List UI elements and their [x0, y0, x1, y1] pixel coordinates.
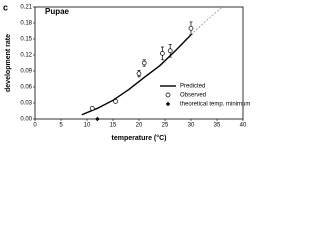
predicted-line [81, 34, 192, 116]
x-tick-label: 10 [84, 123, 91, 129]
y-tick-label: 0.15 [20, 37, 32, 43]
y-tick-label: 0.12 [20, 53, 32, 59]
x-tick-label: 40 [240, 123, 247, 129]
legend-swatch [165, 92, 171, 98]
minimum-point [95, 116, 100, 122]
x-tick-label: 30 [188, 123, 195, 129]
observed-point [188, 25, 194, 31]
legend-label: theoretical temp. minimum [180, 102, 250, 108]
legend-label: Predicted [180, 84, 205, 90]
x-tick-label: 15 [110, 123, 117, 129]
x-tick-label: 25 [162, 123, 169, 129]
observed-point [141, 60, 147, 66]
observed-point [167, 48, 173, 54]
y-tick-label: 0.21 [20, 5, 32, 11]
x-tick-label: 20 [136, 123, 143, 129]
observed-point [160, 51, 165, 56]
observed-point [136, 71, 142, 77]
chart: c Pupae temperature (°C) development rat… [3, 2, 250, 142]
y-tick-label: 0.00 [20, 117, 32, 123]
y-tick-label: 0.09 [20, 69, 32, 75]
x-tick-label: 0 [33, 123, 37, 129]
y-tick-label: 0.18 [20, 21, 32, 27]
y-tick-label: 0.03 [20, 101, 32, 107]
legend-label: Observed [180, 93, 206, 99]
observed-point [113, 99, 118, 104]
chart-title: Pupae [45, 7, 70, 16]
x-axis-label: temperature (°C) [112, 134, 167, 142]
legend-swatch [165, 101, 171, 107]
panel-label: c [3, 2, 8, 12]
predicted-line-extrapolated [190, 6, 223, 35]
observed-point [89, 105, 95, 111]
y-axis-label: development rate [5, 34, 12, 92]
y-tick-label: 0.06 [20, 85, 32, 91]
x-tick-label: 35 [214, 123, 221, 129]
x-tick-label: 5 [59, 123, 63, 129]
